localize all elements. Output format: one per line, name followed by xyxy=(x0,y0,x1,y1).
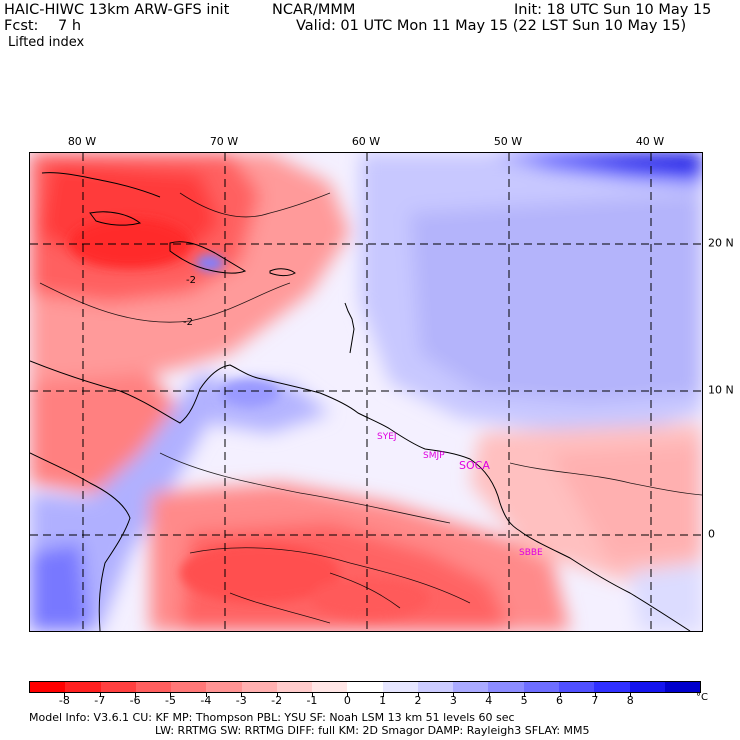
colorbar-segment xyxy=(664,682,701,692)
colorbar-label: -2 xyxy=(271,694,283,707)
forecast-hour: 7 h xyxy=(58,18,82,34)
map-panel: -2 -2 xyxy=(29,152,703,632)
lon-label-50w: 50 W xyxy=(493,135,523,148)
colorbar-segment xyxy=(171,682,207,692)
colorbar-label: -4 xyxy=(200,694,212,707)
station-smjp: SMJP xyxy=(423,451,445,461)
colorbar-label: -8 xyxy=(58,694,70,707)
colorbar-segment xyxy=(453,682,489,692)
li-contours xyxy=(39,192,702,624)
organization: NCAR/MMM xyxy=(272,2,356,18)
coastlines xyxy=(30,172,691,631)
colorbar-tick xyxy=(135,693,137,697)
colorbar-segment xyxy=(312,682,348,692)
lat-lon-grid xyxy=(30,153,702,631)
valid-time: Valid: 01 UTC Mon 11 May 15 (22 LST Sun … xyxy=(296,18,687,34)
colorbar-label: -1 xyxy=(306,694,318,707)
colorbar-segment xyxy=(30,682,66,692)
forecast-label: Fcst: xyxy=(4,18,39,34)
colorbar-label: -6 xyxy=(129,694,141,707)
colorbar-label: -3 xyxy=(235,694,247,707)
lifted-index-field: -2 -2 xyxy=(30,153,702,631)
colorbar-tick xyxy=(488,693,490,697)
colorbar xyxy=(29,681,701,693)
lat-label-10n: 10 N xyxy=(708,383,734,397)
contour-label: -2 xyxy=(186,275,196,286)
colorbar-tick xyxy=(170,693,172,697)
colorbar-tick xyxy=(559,693,561,697)
colorbar-tick xyxy=(418,693,420,697)
station-syej: SYEJ xyxy=(377,432,397,442)
colorbar-label: 4 xyxy=(485,694,493,707)
model-info-line1: Model Info: V3.6.1 CU: KF MP: Thompson P… xyxy=(29,711,515,724)
colorbar-segment xyxy=(65,682,101,692)
colorbar-tick xyxy=(382,693,384,697)
colorbar-label: 0 xyxy=(343,694,351,707)
colorbar-label: 5 xyxy=(520,694,528,707)
colorbar-segment xyxy=(629,682,665,692)
colorbar-segment xyxy=(241,682,277,692)
colorbar-tick xyxy=(276,693,278,697)
colorbar-label: -7 xyxy=(94,694,106,707)
colorbar-segment xyxy=(382,682,418,692)
colorbar-label: 3 xyxy=(449,694,457,707)
colorbar-unit: °C xyxy=(696,692,708,703)
colorbar-segment xyxy=(276,682,313,692)
colorbar-label: 2 xyxy=(414,694,422,707)
colorbar-tick xyxy=(64,693,66,697)
colorbar-label: -5 xyxy=(164,694,176,707)
colorbar-tick xyxy=(347,693,349,697)
colorbar-segment xyxy=(135,682,172,692)
field-name: Lifted index xyxy=(8,35,85,50)
station-soca: SOCA xyxy=(459,459,490,472)
colorbar-tick xyxy=(99,693,101,697)
colorbar-segment xyxy=(417,682,454,692)
lat-label-20n: 20 N xyxy=(708,236,734,250)
colorbar-segment xyxy=(206,682,242,692)
colorbar-label: 1 xyxy=(379,694,387,707)
colorbar-segment xyxy=(488,682,524,692)
lat-label-equator: 0 xyxy=(708,527,715,541)
colorbar-tick xyxy=(594,693,596,697)
colorbar-segment xyxy=(558,682,595,692)
lon-label-80w: 80 W xyxy=(67,135,97,148)
init-time: Init: 18 UTC Sun 10 May 15 xyxy=(514,2,712,18)
station-sbbe: SBBE xyxy=(519,548,543,558)
colorbar-tick xyxy=(205,693,207,697)
colorbar-label: 8 xyxy=(626,694,634,707)
model-title: HAIC-HIWC 13km ARW-GFS init xyxy=(4,2,230,18)
colorbar-label: 6 xyxy=(556,694,564,707)
colorbar-tick xyxy=(524,693,526,697)
colorbar-label: 7 xyxy=(591,694,599,707)
lon-label-60w: 60 W xyxy=(351,135,381,148)
colorbar-tick xyxy=(630,693,632,697)
colorbar-tick xyxy=(241,693,243,697)
colorbar-segment xyxy=(523,682,559,692)
model-info-line2: LW: RRTMG SW: RRTMG DIFF: full KM: 2D Sm… xyxy=(155,724,590,737)
colorbar-segment xyxy=(347,682,383,692)
colorbar-segment xyxy=(100,682,136,692)
lon-label-40w: 40 W xyxy=(635,135,665,148)
colorbar-tick xyxy=(453,693,455,697)
contour-label: -2 xyxy=(183,317,193,328)
colorbar-segment xyxy=(594,682,630,692)
lon-label-70w: 70 W xyxy=(209,135,239,148)
colorbar-tick xyxy=(311,693,313,697)
